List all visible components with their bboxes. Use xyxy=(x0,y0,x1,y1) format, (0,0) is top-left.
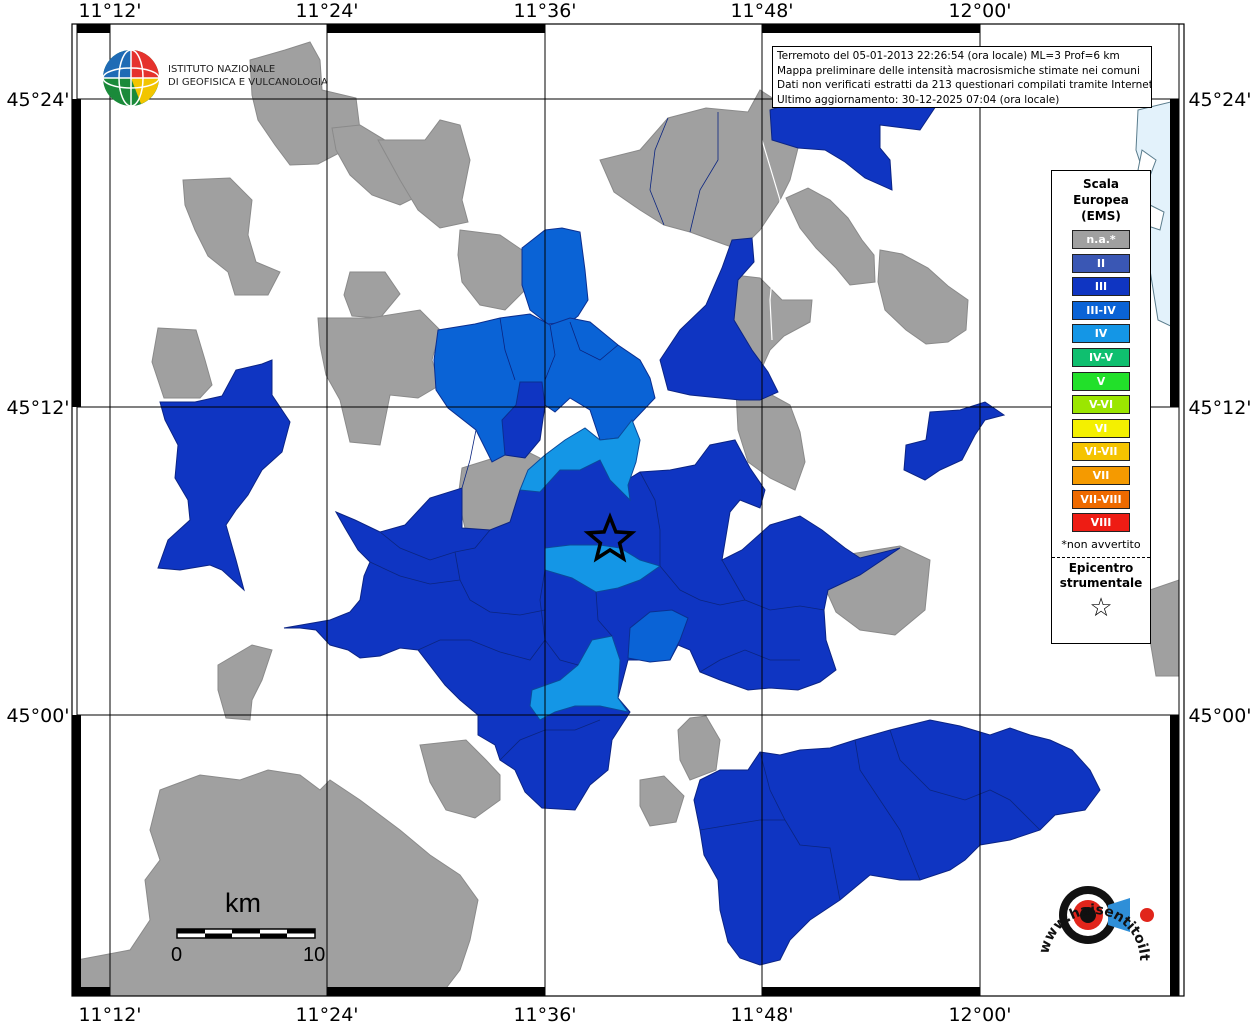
legend-item: V xyxy=(1072,371,1130,391)
municipality-iii xyxy=(157,359,291,592)
lon-label-top: 12°00' xyxy=(948,0,1011,22)
coordinate-grid xyxy=(77,24,1179,996)
municipality-boundaries xyxy=(369,112,1041,901)
last-update: Ultimo aggiornamento: 30-12-2025 07:04 (… xyxy=(777,93,1060,106)
municipality-iii xyxy=(903,401,1006,481)
legend-item: VIII xyxy=(1072,513,1130,533)
scale-bar xyxy=(176,928,316,939)
legend-epicenter-line: strumentale xyxy=(1059,576,1143,591)
lat-label-left: 45°12' xyxy=(6,397,69,419)
municipality-na xyxy=(217,644,273,721)
ingv-logo-icon xyxy=(102,49,160,107)
municipality-na xyxy=(182,177,281,296)
municipalities-intensity-iii xyxy=(157,59,1101,966)
legend-item: II xyxy=(1072,253,1130,273)
legend-title-line: (EMS) xyxy=(1081,209,1121,223)
lat-label-right: 45°00' xyxy=(1188,705,1251,727)
legend-item: III xyxy=(1072,277,1130,297)
lon-label-bottom: 12°00' xyxy=(948,1004,1011,1024)
star-icon: ☆ xyxy=(1089,593,1113,624)
scale-end: 10 xyxy=(303,944,326,966)
lon-label-top: 11°36' xyxy=(513,0,576,22)
legend-item: V-VI xyxy=(1072,395,1130,415)
ingv-logo-text: ISTITUTO NAZIONALE DI GEOFISICA E VULCAN… xyxy=(168,63,328,89)
municipality-na xyxy=(785,187,876,286)
legend-epicenter-line: Epicentro xyxy=(1068,561,1134,576)
legend-item: III-IV xyxy=(1072,300,1130,320)
legend-item: IV-V xyxy=(1072,347,1130,367)
legend-item: VI xyxy=(1072,418,1130,438)
municipality-na xyxy=(677,715,721,781)
river-line xyxy=(761,139,781,341)
data-source-note: Dati non verificati estratti da 213 ques… xyxy=(777,79,1152,91)
municipality-na xyxy=(331,124,421,206)
intensity-legend: Scala Europea (EMS) n.a.* II III III-IV IV IV… xyxy=(1051,170,1151,644)
legend-title-line: Scala xyxy=(1082,177,1120,191)
municipality-iv xyxy=(519,419,641,502)
municipality-iii xyxy=(659,237,779,401)
lon-label-top: 11°48' xyxy=(730,0,793,22)
municipality-na xyxy=(419,739,501,819)
municipality-na xyxy=(735,389,806,491)
legend-item: VII xyxy=(1072,465,1130,485)
legend-item: IV xyxy=(1072,324,1130,344)
legend-items: n.a.* II III III-IV IV IV-V V V-VI VI VI-VII VII VI… xyxy=(1052,230,1150,533)
haisentito-logo-icon xyxy=(1059,886,1154,944)
lon-label-bottom: 11°24' xyxy=(295,1004,358,1024)
municipality-na xyxy=(457,229,526,311)
legend-epicenter-label: Epicentro strumentale xyxy=(1052,561,1150,591)
legend-item: VII-VIII xyxy=(1072,489,1130,509)
municipality-na xyxy=(151,327,213,399)
municipality-iii-iv xyxy=(521,227,589,325)
event-info-box: Terremoto del 05-01-2013 22:26:54 (ora l… xyxy=(772,46,1152,108)
scale-start: 0 xyxy=(171,944,183,966)
lon-label-bottom: 11°48' xyxy=(730,1004,793,1024)
scale-unit: km xyxy=(225,888,261,918)
municipality-iii-iv xyxy=(627,609,689,663)
municipality-na xyxy=(599,89,801,251)
municipality-na xyxy=(877,249,969,345)
legend-title-line: Europea xyxy=(1073,193,1129,207)
legend-title: Scala Europea (EMS) xyxy=(1052,176,1150,224)
lon-label-top: 11°24' xyxy=(295,0,358,22)
legend-separator xyxy=(1052,557,1150,559)
lat-label-left: 45°24' xyxy=(6,89,69,111)
municipality-iv xyxy=(544,544,662,593)
lat-label-right: 45°12' xyxy=(1188,397,1251,419)
municipality-na xyxy=(639,775,685,827)
map-frame xyxy=(71,23,1185,997)
municipalities-intensity-iv xyxy=(519,419,662,721)
municipalities-not-available xyxy=(77,41,1179,996)
lon-label-bottom: 11°36' xyxy=(513,1004,576,1024)
municipality-na xyxy=(77,769,479,996)
lat-label-right: 45°24' xyxy=(1188,89,1251,111)
axis-labels: 11°12' 11°24' 11°36' 11°48' 12°00' 11°12… xyxy=(6,0,1251,1026)
legend-item: n.a.* xyxy=(1072,230,1130,249)
epicenter-star xyxy=(583,512,637,563)
legend-note: *non avvertito xyxy=(1061,538,1141,552)
event-description: Terremoto del 05-01-2013 22:26:54 (ora l… xyxy=(777,50,1120,62)
municipality-na xyxy=(377,119,471,229)
municipality-iv xyxy=(529,635,630,721)
lon-label-top: 11°12' xyxy=(78,0,141,22)
ingv-name-line2: DI GEOFISICA E VULCANOLOGIA xyxy=(168,77,328,88)
ingv-name-line1: ISTITUTO NAZIONALE xyxy=(168,64,276,75)
legend-item: VI-VII xyxy=(1072,442,1130,462)
lat-label-left: 45°00' xyxy=(6,705,69,727)
municipality-na xyxy=(317,309,441,446)
municipality-na xyxy=(1149,579,1179,677)
lon-label-bottom: 11°12' xyxy=(78,1004,141,1024)
map-description: Mappa preliminare delle intensità macros… xyxy=(777,64,1140,77)
